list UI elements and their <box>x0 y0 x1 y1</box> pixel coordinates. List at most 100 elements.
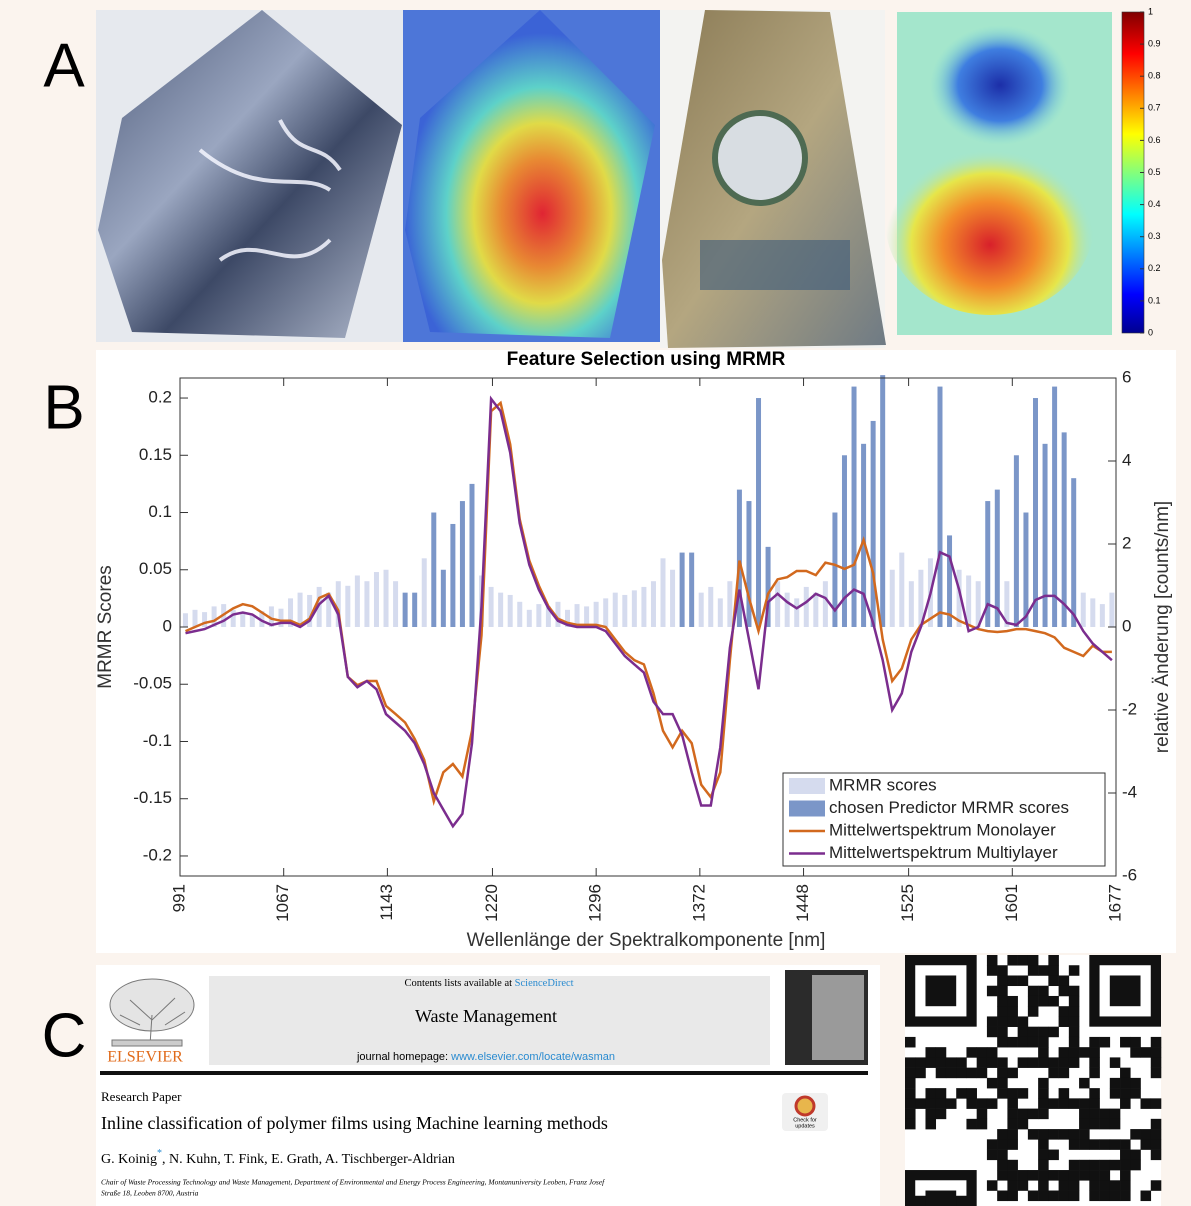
contents-link[interactable]: ScienceDirect <box>515 978 574 989</box>
film-print <box>700 240 850 290</box>
qr-module <box>915 1098 926 1109</box>
bar <box>918 569 924 627</box>
qr-module <box>1038 965 1049 976</box>
panel-label: B <box>43 373 84 442</box>
bar <box>383 569 389 627</box>
qr-module <box>1048 995 1059 1007</box>
journal-box <box>209 976 770 1065</box>
qr-module <box>1058 1129 1070 1140</box>
bar <box>345 585 351 627</box>
contents-prefix: Contents lists available at <box>404 978 512 989</box>
bar <box>421 558 427 627</box>
qr-module <box>1109 1077 1121 1089</box>
legend-box <box>782 772 1106 867</box>
bar <box>278 608 284 627</box>
qr-module <box>997 1139 1008 1150</box>
bar <box>545 606 551 627</box>
contents-line: Contents lists available at ScienceDirec… <box>404 978 573 989</box>
bar <box>288 598 294 627</box>
bar <box>660 558 666 627</box>
qr-module <box>1089 1190 1100 1202</box>
qr-module <box>1007 1190 1018 1202</box>
bar <box>230 609 236 627</box>
qr-module <box>935 1067 947 1079</box>
publisher-name: ELSEVIER <box>107 1049 183 1066</box>
qr-module <box>1038 1180 1049 1191</box>
bar <box>622 594 628 627</box>
qr-module <box>1027 1006 1039 1017</box>
qr-module <box>1038 1159 1049 1171</box>
qr-code[interactable] <box>904 954 1162 1206</box>
qr-module <box>1007 995 1018 1007</box>
qr-module <box>1130 1047 1141 1058</box>
qr-module <box>1048 1170 1059 1181</box>
qr-module <box>1089 1036 1100 1048</box>
qr-module <box>1058 1098 1070 1109</box>
qr-module <box>1089 1098 1100 1109</box>
y-tick-label: -0.05 <box>133 674 172 693</box>
y-tick-label: 0.15 <box>139 445 172 464</box>
bar <box>956 569 962 627</box>
bar <box>240 613 246 627</box>
qr-module <box>997 1088 1008 1099</box>
bar <box>259 610 265 627</box>
qr-finder-core <box>925 975 957 1007</box>
badge-text: Check for <box>793 1117 817 1123</box>
badge-text: updates <box>795 1123 815 1129</box>
bar <box>1042 443 1048 627</box>
corresponding-mark[interactable]: * <box>157 1148 162 1159</box>
qr-module <box>1007 1067 1018 1079</box>
bar <box>908 581 914 627</box>
qr-module <box>1017 1026 1029 1038</box>
qr-module <box>1150 1180 1162 1191</box>
qr-module <box>1120 1170 1131 1181</box>
qr-module <box>956 1057 967 1068</box>
qr-module <box>1109 1180 1121 1191</box>
x-tick-label: 1067 <box>273 884 292 922</box>
qr-module <box>1079 1118 1090 1130</box>
chart: Feature Selection using MRMR Wellenlänge … <box>95 349 1173 951</box>
homepage-link[interactable]: www.elsevier.com/locate/wasman <box>450 1051 615 1063</box>
bar <box>1052 386 1058 627</box>
colorbar-tick-label: 0.3 <box>1148 231 1161 241</box>
qr-finder-core <box>1109 975 1141 1007</box>
qr-module <box>986 1139 998 1150</box>
article-title: Inline classification of polymer films u… <box>101 1113 608 1133</box>
qr-module <box>1150 1129 1162 1140</box>
bar <box>765 546 771 627</box>
qr-module <box>997 965 1008 976</box>
foil-highlight <box>198 119 342 262</box>
bar <box>603 598 609 627</box>
qr-module <box>1079 1159 1090 1171</box>
bar <box>326 592 332 627</box>
qr-module <box>1120 1180 1131 1191</box>
qr-module <box>1120 1159 1131 1171</box>
bar <box>469 483 475 627</box>
y-tick-label: -0.1 <box>143 731 172 750</box>
panel-label: C <box>42 1001 87 1070</box>
publisher-logo <box>109 978 195 1047</box>
bar <box>851 386 857 627</box>
qr-module <box>1027 1129 1039 1140</box>
qr-module <box>1099 1190 1111 1202</box>
qr-module <box>1017 1108 1029 1120</box>
qr-module <box>905 1118 916 1130</box>
qr-module <box>1007 1118 1018 1130</box>
line <box>185 395 1113 829</box>
y2-axis-label: relative Änderung [counts/nm] <box>1152 501 1173 753</box>
qr-module <box>1038 995 1049 1007</box>
qr-finder <box>904 954 977 1027</box>
qr-module <box>997 975 1008 987</box>
qr-module <box>1140 1047 1152 1058</box>
bar <box>364 581 370 627</box>
bar <box>756 398 762 627</box>
update-badge[interactable]: Check for updates <box>782 1093 828 1131</box>
qr-module <box>1058 985 1070 997</box>
qr-module <box>1099 1159 1111 1171</box>
affiliation: Chair of Waste Processing Technology and… <box>101 1178 605 1187</box>
bar <box>717 598 723 627</box>
qr-module <box>1150 1067 1162 1079</box>
y-tick-label: -0.15 <box>133 788 172 807</box>
bar <box>307 594 313 627</box>
